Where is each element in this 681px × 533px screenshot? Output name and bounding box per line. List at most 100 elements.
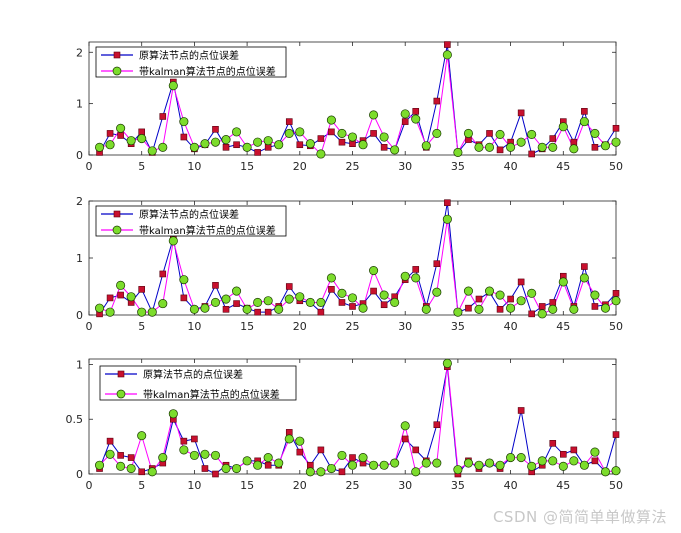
data-point-circle: [453, 307, 463, 317]
data-point-circle: [295, 292, 305, 302]
data-point-circle: [295, 436, 305, 446]
x-tick-label: 45: [556, 320, 570, 333]
data-point-square: [612, 431, 620, 438]
data-point-circle: [253, 137, 263, 147]
data-point-square: [465, 304, 472, 312]
data-point-circle: [326, 115, 336, 125]
legend-label-2: 带kalman算法节点的点位误差: [143, 388, 280, 401]
data-point-square: [212, 126, 219, 133]
data-point-circle: [569, 304, 579, 314]
x-tick-label: 10: [187, 479, 201, 492]
data-point-square: [222, 143, 230, 151]
x-tick-label: 10: [187, 160, 201, 173]
x-tick-label: 35: [451, 320, 465, 333]
data-point-circle: [94, 460, 105, 470]
data-point-square: [264, 143, 272, 151]
data-point-circle: [516, 296, 526, 306]
data-point-circle: [369, 110, 379, 120]
y-tick-label: 0: [76, 149, 83, 162]
data-point-square: [285, 283, 293, 290]
chart-panel-1: 0 5 10 15 20 25 30 35 40 45 50 0 1 2 原算法节点的点位误差带kalman…: [76, 41, 623, 173]
data-point-circle: [189, 304, 199, 314]
x-tick-label: 25: [346, 160, 360, 173]
x-tick-label: 30: [398, 479, 412, 492]
y-tick-label: 1: [76, 358, 83, 371]
data-point-circle: [516, 453, 526, 463]
data-point-circle: [179, 117, 189, 127]
data-point-circle: [147, 467, 157, 477]
data-point-circle: [463, 286, 473, 296]
data-point-square: [117, 132, 124, 139]
x-tick-label: 30: [398, 160, 412, 173]
data-point-circle: [284, 128, 294, 138]
data-point-square: [138, 468, 145, 476]
data-point-square: [338, 299, 346, 306]
data-point-square: [517, 109, 525, 117]
data-point-circle: [590, 447, 600, 457]
data-point-circle: [105, 449, 115, 459]
data-point-circle: [569, 144, 579, 154]
data-point-circle: [158, 142, 168, 152]
data-point-square: [212, 282, 219, 289]
data-point-circle: [527, 288, 537, 298]
x-tick-label: 50: [609, 320, 623, 333]
data-point-circle: [484, 286, 495, 296]
data-point-square: [559, 450, 567, 458]
data-point-circle: [463, 458, 473, 468]
data-point-circle: [590, 290, 600, 300]
data-point-circle: [390, 145, 400, 155]
data-point-circle: [579, 117, 589, 127]
data-point-circle: [305, 467, 315, 477]
data-point-square: [264, 461, 272, 469]
data-point-square: [380, 301, 388, 309]
data-point-circle: [242, 142, 252, 152]
data-point-circle: [411, 114, 421, 124]
data-point-circle: [611, 466, 621, 476]
y-tick-label: 1: [76, 252, 83, 265]
data-point-square: [212, 470, 219, 478]
data-point-circle: [495, 129, 505, 140]
legend-marker-circle: [116, 389, 126, 399]
data-point-circle: [221, 294, 231, 304]
data-point-circle: [442, 214, 452, 224]
data-point-circle: [548, 142, 558, 152]
data-point-circle: [316, 467, 326, 477]
data-point-square: [106, 437, 114, 445]
data-point-square: [412, 266, 420, 273]
x-tick-label: 40: [504, 320, 518, 333]
data-point-square: [106, 130, 114, 137]
data-point-square: [233, 300, 240, 307]
data-point-circle: [210, 297, 221, 308]
data-point-square: [444, 199, 451, 207]
y-tick-label: 0: [76, 309, 83, 322]
data-point-circle: [189, 450, 199, 460]
x-tick-label: 0: [86, 479, 93, 492]
data-point-circle: [400, 421, 410, 431]
data-point-square: [444, 41, 451, 48]
y-tick-label: 2: [76, 195, 83, 208]
x-tick-label: 35: [451, 160, 465, 173]
data-point-circle: [569, 456, 579, 466]
data-point-square: [496, 305, 504, 313]
data-point-circle: [516, 137, 526, 147]
data-point-square: [254, 308, 261, 316]
data-point-circle: [358, 303, 368, 313]
data-point-circle: [495, 290, 505, 300]
data-point-circle: [126, 292, 136, 302]
data-point-circle: [347, 132, 358, 142]
data-point-circle: [200, 139, 210, 149]
x-tick-label: 40: [504, 479, 518, 492]
data-point-circle: [326, 273, 336, 283]
watermark-text: CSDN @简简单单做算法: [492, 508, 667, 526]
data-point-circle: [611, 296, 621, 306]
legend-box: [95, 46, 287, 78]
data-point-circle: [137, 307, 147, 317]
data-point-circle: [189, 142, 199, 152]
data-point-circle: [537, 456, 547, 466]
data-point-circle: [210, 137, 221, 147]
x-tick-label: 30: [398, 320, 412, 333]
data-point-circle: [474, 304, 484, 314]
data-point-circle: [506, 142, 516, 152]
